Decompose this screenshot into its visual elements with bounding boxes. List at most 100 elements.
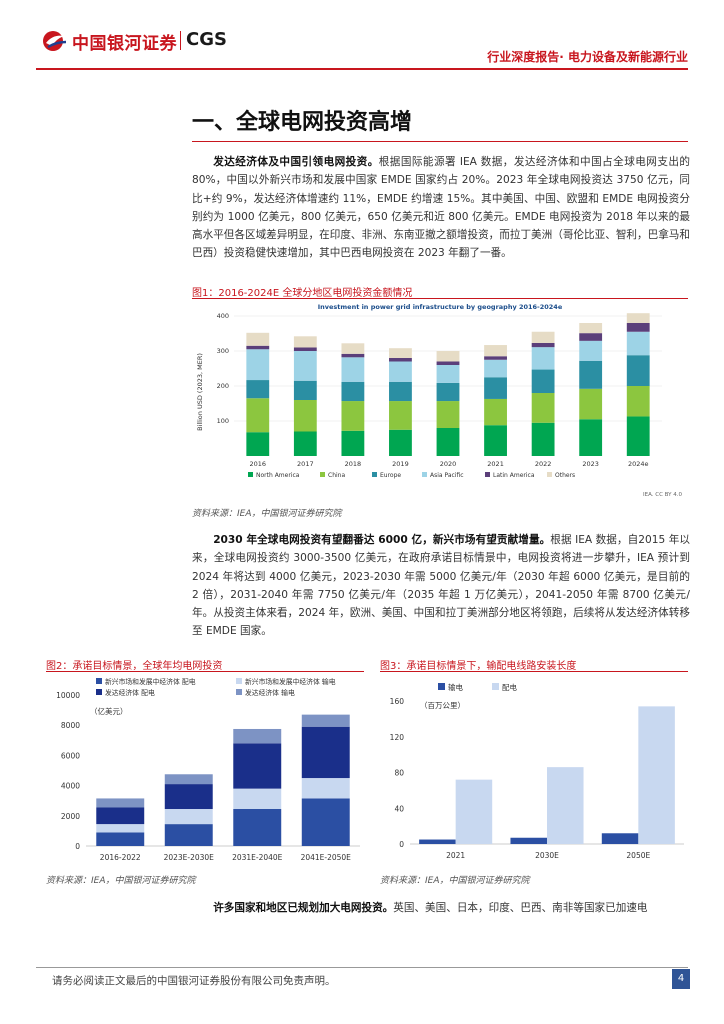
figure-1-bar-asia-pacific	[246, 349, 270, 381]
figure-1-y-tick-label: 100	[217, 417, 229, 425]
figure-1-x-tick-label: 2018	[345, 460, 362, 468]
figure-1-legend-swatch	[547, 472, 552, 477]
figure-2-x-tick-label: 2016-2022	[100, 853, 141, 862]
figure-1-caption-line	[192, 298, 688, 299]
footer-disclaimer: 请务必阅读正文最后的中国银河证券股份有限公司免责声明。	[52, 975, 336, 987]
figure-2-bar-series-3	[301, 726, 350, 779]
paragraph-2-body: 根据 IEA 数据，自2015 年以来，全球电网投资约 3000-3500 亿美…	[192, 534, 690, 638]
figure-1-bar-latin-america	[246, 345, 270, 350]
figure-1-legend-swatch	[485, 472, 490, 477]
figure-1-x-tick-label: 2016	[250, 460, 267, 468]
figure-1-bar-europe	[626, 355, 650, 386]
figure-1-bar-north-america	[579, 419, 603, 456]
figure-3-x-tick-label: 2021	[446, 851, 465, 860]
figure-1-bar-europe	[341, 381, 365, 402]
figure-2-legend-swatch	[236, 678, 242, 684]
figure-1-x-tick-label: 2021	[487, 460, 504, 468]
figure-2-legend-swatch	[96, 689, 102, 695]
figure-1-x-tick-label: 2023	[582, 460, 599, 468]
figure-2-bar-series-3	[233, 743, 282, 789]
figure-1-chart: Investment in power grid infrastructure …	[196, 303, 683, 498]
figure-3-unit: （百万公里）	[420, 701, 465, 710]
paragraph-3-body: 英国、美国、日本，印度、巴西、南非等国家已加速电	[393, 902, 648, 914]
figure-2-bar-series-4	[301, 714, 350, 727]
figure-1-bar-china	[531, 393, 555, 423]
figure-2-x-tick-label: 2031E-2040E	[232, 853, 283, 862]
figure-2-x-tick-label: 2041E-2050E	[301, 853, 352, 862]
figure-3-legend-label: 输电	[448, 682, 463, 692]
figure-1-bar-china	[293, 400, 317, 432]
figure-1-bar-others	[436, 351, 460, 362]
figure-2-legend-label: 新兴市场和发展中经济体 配电	[105, 677, 196, 686]
figure-1-bar-asia-pacific	[531, 347, 555, 370]
figure-2-source: 资料来源：IEA，中国银河证券研究院	[46, 876, 196, 886]
figure-1-legend-label: Europe	[380, 472, 401, 479]
figure-2-y-tick-label: 8000	[61, 721, 80, 730]
figure-1-bar-china	[389, 401, 412, 430]
figure-1-y-tick-label: 400	[217, 312, 229, 320]
figure-2-y-tick-label: 0	[75, 842, 80, 851]
figure-1-bar-others	[579, 323, 603, 334]
figure-1-x-tick-label: 2022	[535, 460, 552, 468]
figure-1-bar-others	[293, 336, 317, 348]
figure-1-bar-europe	[293, 380, 317, 400]
figure-3-x-tick-label: 2030E	[535, 851, 559, 860]
figure-2-legend-swatch	[96, 678, 102, 684]
figure-3-legend-label: 配电	[502, 682, 517, 692]
figure-2-legend-label: 发达经济体 配电	[105, 688, 155, 697]
figure-1-y-tick-label: 300	[217, 347, 229, 355]
figure-1-bar-china	[626, 386, 650, 417]
figure-1-bar-others	[484, 345, 507, 357]
figure-2-bar-series-2	[301, 778, 350, 799]
figure-3-y-tick-label: 0	[399, 840, 404, 849]
figure-1-legend-swatch	[320, 472, 325, 477]
figure-2-bar-series-3	[96, 807, 145, 825]
figure-1-bar-others	[389, 348, 412, 358]
figure-2-bar-series-4	[233, 728, 282, 744]
figure-3-bar-series-2	[547, 767, 584, 844]
paragraph-1-body: 根据国际能源署 IEA 数据，发达经济体和中国占全球电网支出的 80%，中国以外…	[192, 156, 690, 260]
figure-1-bar-asia-pacific	[436, 365, 460, 383]
figure-1-legend-swatch	[422, 472, 427, 477]
logo-chinese-name: 中国银河证券	[72, 34, 177, 54]
figure-1-y-axis-label: Billion USD (2023, MER)	[196, 353, 204, 431]
figure-3-legend-swatch	[438, 683, 445, 690]
figure-1-bar-north-america	[341, 430, 365, 456]
figure-1-legend-label: Latin America	[493, 472, 535, 479]
section-divider	[192, 141, 688, 142]
figure-3-bar-series-1	[601, 833, 639, 844]
figure-1-bar-china	[341, 401, 365, 431]
figure-2-bar-series-4	[164, 774, 213, 785]
figure-2-y-tick-label: 6000	[61, 751, 80, 760]
figure-2-bar-series-1	[96, 832, 145, 846]
figure-1-bar-china	[579, 388, 603, 420]
logo-english-name: CGS	[186, 29, 227, 50]
paragraph-2-lead: 2030 年全球电网投资有望翻番达 6000 亿，新兴市场有望贡献增量。	[213, 534, 551, 546]
figure-3-bar-series-1	[510, 837, 547, 844]
page-number: 4	[672, 969, 690, 989]
figure-1-source: 资料来源：IEA，中国银河证券研究院	[192, 509, 342, 519]
figure-1-legend-label: Others	[555, 472, 575, 479]
figure-1-bar-asia-pacific	[484, 359, 507, 378]
figure-3-y-tick-label: 160	[390, 697, 405, 706]
figure-1-x-tick-label: 2020	[440, 460, 457, 468]
figure-1-x-tick-label: 2024e	[628, 460, 649, 468]
figure-1-bar-latin-america	[341, 353, 365, 358]
figure-1-legend-swatch	[248, 472, 253, 477]
figure-1-bar-asia-pacific	[579, 340, 603, 361]
figure-1-bar-europe	[531, 369, 555, 393]
figure-1-bar-europe	[484, 377, 507, 399]
figure-2-bar-series-2	[96, 824, 145, 833]
figure-2-y-tick-label: 4000	[61, 782, 80, 791]
figure-1-legend-label: China	[328, 472, 345, 479]
figure-2-caption-line	[46, 671, 364, 672]
figure-1-bar-europe	[436, 382, 460, 402]
figure-2-bar-series-2	[164, 809, 213, 825]
figure-1-bar-asia-pacific	[293, 351, 317, 381]
header-divider	[36, 68, 688, 70]
figure-1-legend-label: North America	[256, 472, 300, 479]
figure-1-bar-latin-america	[484, 356, 507, 360]
paragraph-3-lead: 许多国家和地区已规划加大电网投资。	[213, 902, 394, 914]
figure-3-caption: 图3：承诺目标情景下，输配电线路安装长度	[380, 661, 577, 672]
figure-2-y-tick-label: 2000	[61, 812, 80, 821]
